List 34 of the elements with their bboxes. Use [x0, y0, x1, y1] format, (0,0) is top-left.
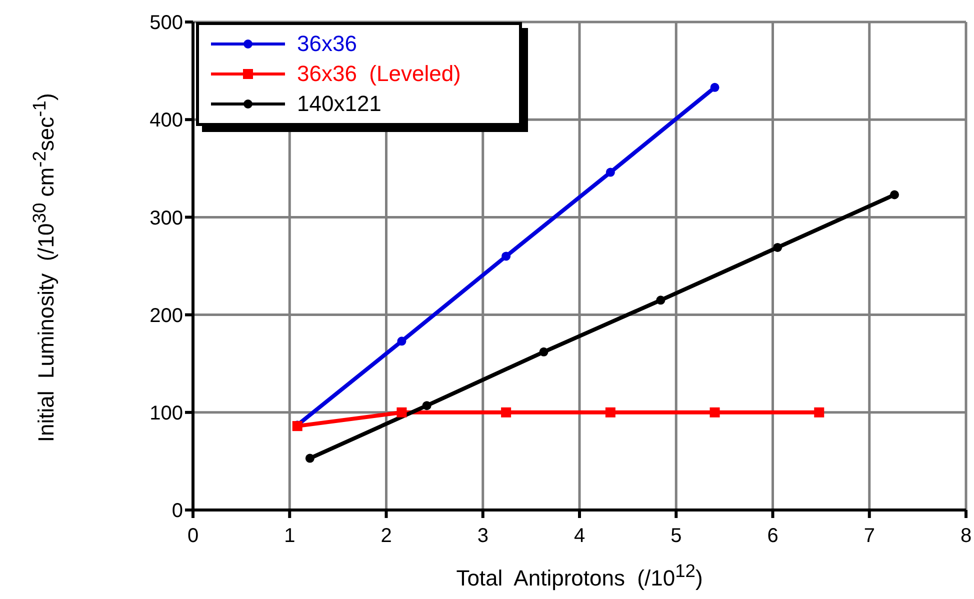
point: [501, 407, 512, 418]
x-axis-title: Total Antiprotons (/10$^{12}$): [455, 560, 704, 592]
y-tick-label: 300: [150, 207, 183, 230]
x-tick-label: 6: [767, 525, 778, 548]
point: [605, 407, 616, 418]
x-tick-label: 3: [477, 525, 488, 548]
point: [814, 407, 824, 418]
y-tick-label: 500: [150, 12, 183, 34]
point: [606, 168, 615, 177]
point: [422, 401, 432, 410]
x-tick-label: 0: [187, 525, 199, 548]
point: [656, 296, 666, 305]
point: [396, 407, 407, 418]
y-tick-label: 0: [172, 500, 183, 522]
point: [305, 454, 314, 463]
x-tick-label: 1: [284, 525, 296, 548]
legend-label: 36x36: [297, 31, 357, 57]
x-tick-label: 8: [960, 525, 972, 548]
y-tick-label: 400: [150, 110, 183, 132]
x-tick-label: 7: [864, 525, 875, 548]
point: [773, 242, 782, 252]
point: [539, 347, 548, 356]
legend-label: 140x121: [297, 91, 382, 117]
point: [710, 407, 720, 418]
y-tick-label: 200: [150, 304, 183, 327]
point: [710, 82, 720, 92]
legend-label: 36x36 (Leveled): [297, 61, 461, 87]
x-tick-label: 2: [380, 525, 392, 548]
point: [397, 336, 406, 346]
x-tick-label: 4: [574, 525, 586, 548]
point: [502, 252, 511, 261]
point: [890, 190, 899, 200]
y-tick-label: 100: [150, 402, 183, 424]
x-tick-label: 5: [670, 525, 682, 548]
